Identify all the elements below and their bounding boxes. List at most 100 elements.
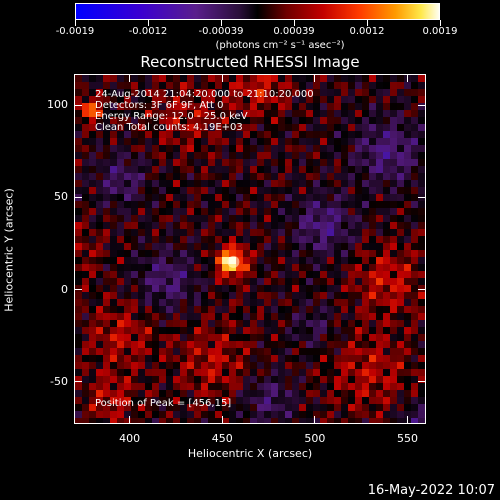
heatmap-cell	[138, 278, 145, 285]
y-tick-mark	[418, 196, 425, 198]
heatmap-cell	[264, 208, 271, 215]
heatmap-cell	[250, 334, 257, 341]
heatmap-cell	[390, 75, 397, 82]
heatmap-cell	[306, 362, 313, 369]
heatmap-cell	[82, 152, 89, 159]
heatmap-cell	[152, 306, 159, 313]
heatmap-cell	[257, 278, 264, 285]
heatmap-cell	[299, 278, 306, 285]
heatmap-cell	[278, 411, 285, 418]
heatmap-cell	[145, 285, 152, 292]
heatmap-cell	[306, 369, 313, 376]
heatmap-cell	[376, 131, 383, 138]
heatmap-cell	[215, 292, 222, 299]
heatmap-cell	[271, 383, 278, 390]
heatmap-cell	[124, 145, 131, 152]
heatmap-cell	[236, 362, 243, 369]
heatmap-cell	[306, 208, 313, 215]
heatmap-cell	[89, 299, 96, 306]
heatmap-cell	[166, 152, 173, 159]
heatmap-cell	[110, 96, 117, 103]
heatmap-cell	[243, 75, 250, 82]
heatmap-cell	[411, 96, 418, 103]
heatmap-cell	[145, 383, 152, 390]
heatmap-cell	[180, 222, 187, 229]
heatmap-cell	[152, 145, 159, 152]
heatmap-cell	[369, 334, 376, 341]
heatmap-cell	[334, 355, 341, 362]
heatmap-cell	[75, 82, 82, 89]
heatmap-cell	[75, 383, 82, 390]
heatmap-cell	[117, 271, 124, 278]
heatmap-cell	[236, 313, 243, 320]
heatmap-cell	[292, 348, 299, 355]
heatmap-cell	[187, 201, 194, 208]
heatmap-cell	[208, 348, 215, 355]
heatmap-cell	[411, 390, 418, 397]
heatmap-cell	[173, 327, 180, 334]
heatmap-cell	[292, 306, 299, 313]
heatmap-cell	[222, 82, 229, 89]
heatmap-cell	[257, 215, 264, 222]
heatmap-cell	[96, 131, 103, 138]
heatmap-cell	[187, 250, 194, 257]
heatmap-cell	[236, 243, 243, 250]
y-tick-mark	[75, 196, 82, 198]
heatmap-cell	[362, 334, 369, 341]
heatmap-cell	[292, 201, 299, 208]
heatmap-cell	[369, 362, 376, 369]
heatmap-cell	[348, 75, 355, 82]
heatmap-cell	[187, 327, 194, 334]
heatmap-cell	[320, 173, 327, 180]
heatmap-cell	[194, 376, 201, 383]
heatmap-cell	[187, 131, 194, 138]
heatmap-cell	[180, 145, 187, 152]
heatmap-cell	[215, 320, 222, 327]
heatmap-cell	[103, 411, 110, 418]
heatmap-cell	[285, 117, 292, 124]
heatmap-cell	[418, 131, 425, 138]
heatmap-cell	[327, 250, 334, 257]
heatmap-cell	[124, 215, 131, 222]
heatmap-cell	[159, 320, 166, 327]
heatmap-cell	[271, 201, 278, 208]
heatmap-cell	[229, 334, 236, 341]
heatmap-cell	[299, 334, 306, 341]
annotation-energy-range: Energy Range: 12.0 - 25.0 keV	[95, 111, 248, 122]
heatmap-cell	[229, 369, 236, 376]
heatmap-cell	[173, 117, 180, 124]
heatmap-cell	[257, 334, 264, 341]
heatmap-cell	[222, 362, 229, 369]
heatmap-cell	[173, 390, 180, 397]
heatmap-cell	[320, 250, 327, 257]
heatmap-cell	[145, 82, 152, 89]
heatmap-cell	[152, 418, 159, 423]
heatmap-cell	[369, 82, 376, 89]
heatmap-cell	[418, 320, 425, 327]
heatmap-cell	[131, 75, 138, 82]
heatmap-cell	[131, 131, 138, 138]
heatmap-cell	[285, 166, 292, 173]
heatmap-cell	[299, 362, 306, 369]
heatmap-cell	[334, 320, 341, 327]
heatmap-cell	[124, 369, 131, 376]
heatmap-cell	[278, 348, 285, 355]
heatmap-cell	[82, 110, 89, 117]
heatmap-cell	[145, 264, 152, 271]
heatmap-cell	[159, 82, 166, 89]
heatmap-cell	[103, 376, 110, 383]
heatmap-cell	[131, 271, 138, 278]
heatmap-cell	[103, 390, 110, 397]
heatmap-cell	[292, 341, 299, 348]
heatmap-cell	[243, 369, 250, 376]
heatmap-cell	[159, 285, 166, 292]
heatmap-cell	[243, 418, 250, 423]
heatmap-cell	[411, 82, 418, 89]
heatmap-cell	[75, 117, 82, 124]
heatmap-cell	[327, 187, 334, 194]
heatmap-cell	[166, 180, 173, 187]
heatmap-cell	[159, 173, 166, 180]
heatmap-cell	[390, 215, 397, 222]
heatmap-cell	[285, 208, 292, 215]
heatmap-cell	[334, 397, 341, 404]
